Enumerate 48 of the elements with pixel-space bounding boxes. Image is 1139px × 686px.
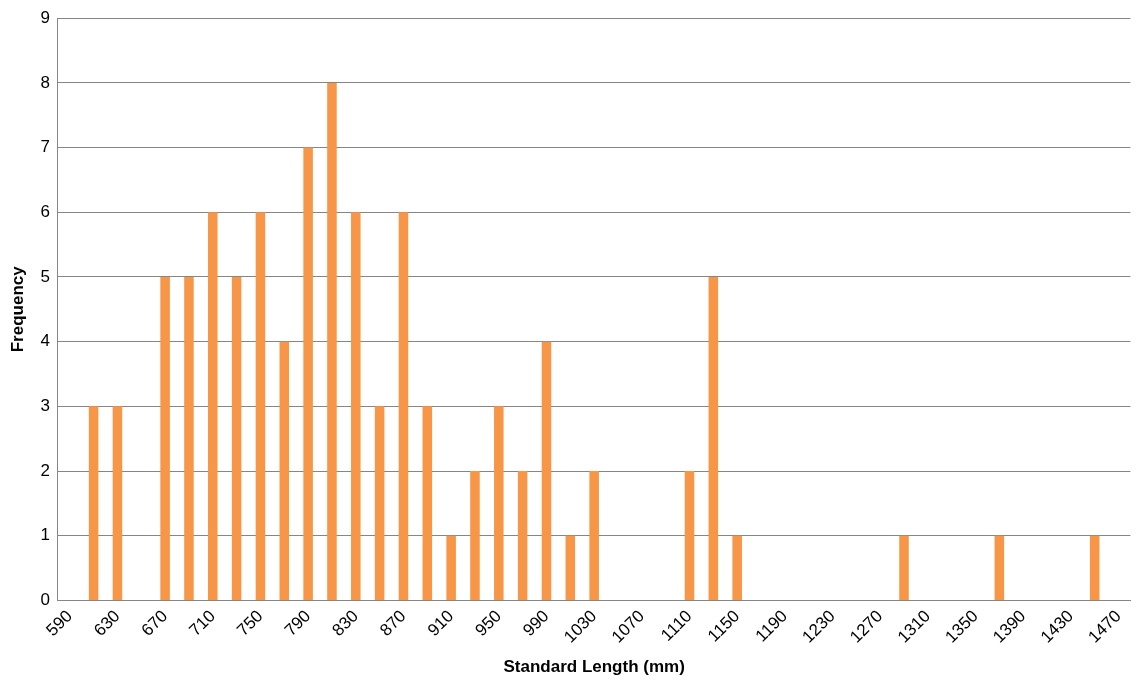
bar	[541, 341, 552, 600]
x-tick-label: 630	[90, 606, 124, 640]
y-tick-label: 6	[40, 201, 50, 221]
bar	[160, 276, 170, 600]
y-axis-title: Frequency	[7, 265, 27, 353]
bar	[1089, 535, 1100, 600]
bar	[279, 341, 290, 600]
x-tick-label: 710	[185, 606, 219, 640]
bar	[88, 406, 99, 600]
bar	[303, 147, 313, 600]
bar	[351, 212, 361, 600]
y-tick-label: 9	[40, 7, 50, 27]
y-tick-label: 7	[40, 137, 50, 157]
bar	[565, 535, 576, 600]
bar	[732, 535, 742, 600]
x-tick-label: 870	[376, 606, 410, 640]
y-tick-label: 5	[40, 266, 50, 286]
y-tick-label: 2	[40, 460, 50, 480]
bar	[899, 535, 909, 600]
bar	[184, 276, 194, 600]
bar	[994, 535, 1005, 600]
x-tick-label: 790	[280, 606, 315, 640]
bar	[208, 212, 218, 600]
y-tick-label: 4	[40, 331, 50, 351]
y-tick-label: 1	[40, 525, 50, 545]
bar	[589, 471, 599, 600]
y-tick-label: 3	[40, 396, 50, 416]
x-tick-label: 830	[328, 606, 362, 640]
bar	[255, 212, 266, 600]
x-tick-label: 910	[423, 606, 458, 640]
bar	[708, 276, 719, 600]
x-tick-label: 990	[519, 606, 553, 640]
bar	[494, 406, 504, 600]
bar	[517, 471, 528, 600]
y-tick-label: 8	[40, 72, 50, 92]
bar	[684, 471, 695, 600]
bar	[374, 406, 385, 600]
x-tick-label: 950	[471, 606, 505, 640]
bar	[231, 276, 242, 600]
bar	[422, 406, 433, 600]
x-tick-label: 670	[137, 606, 172, 640]
x-tick-label: 750	[233, 606, 267, 640]
bar	[398, 212, 409, 600]
bar	[112, 406, 123, 600]
x-axis-title: Standard Length (mm)	[503, 657, 685, 677]
bar	[327, 82, 337, 600]
bar	[446, 535, 456, 600]
bar	[470, 471, 480, 600]
